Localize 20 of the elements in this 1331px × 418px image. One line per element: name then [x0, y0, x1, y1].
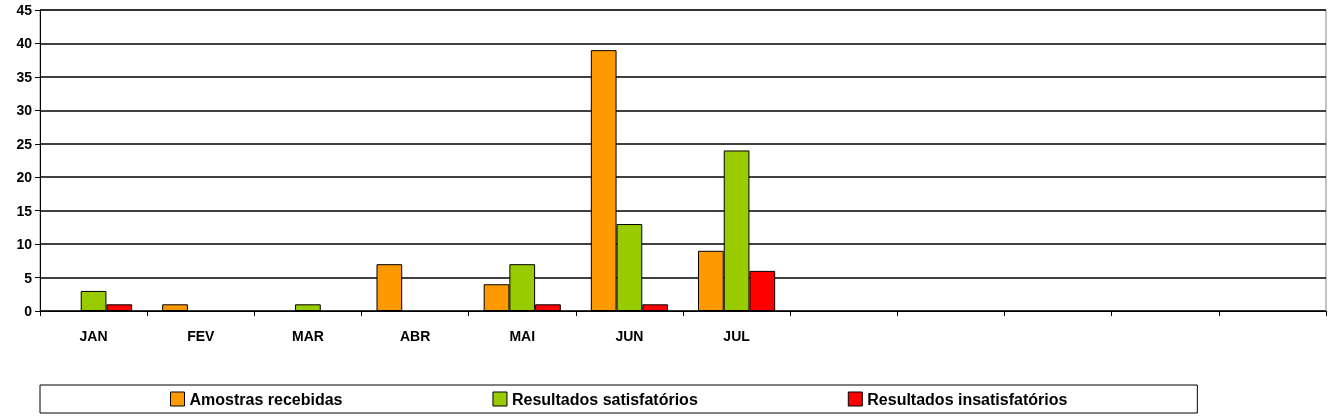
legend-label: Resultados satisfatórios	[511, 390, 698, 408]
x-tick-label: ABR	[399, 328, 431, 344]
y-tick-label: 0	[24, 303, 33, 319]
x-tick-label: JUN	[615, 328, 644, 344]
y-tick-label: 25	[16, 135, 33, 152]
x-tick-label: MAI	[509, 328, 536, 344]
x-tick-label: JAN	[79, 328, 108, 344]
y-tick-label: 45	[16, 2, 33, 18]
y-tick-label: 5	[24, 269, 33, 286]
legend-label: Amostras recebidas	[189, 390, 343, 408]
y-tick-label: 40	[16, 35, 33, 52]
x-tick-label: FEV	[187, 328, 216, 344]
x-tick-label: MAR	[291, 328, 324, 344]
y-tick-label: 35	[16, 68, 33, 85]
y-tick-label: 20	[16, 169, 33, 186]
legend-label: Resultados insatisfatórios	[867, 390, 1068, 408]
x-tick-label: JUL	[723, 328, 751, 344]
y-tick-label: 15	[16, 202, 33, 219]
y-tick-label: 10	[16, 236, 33, 253]
y-tick-label: 30	[16, 102, 33, 119]
